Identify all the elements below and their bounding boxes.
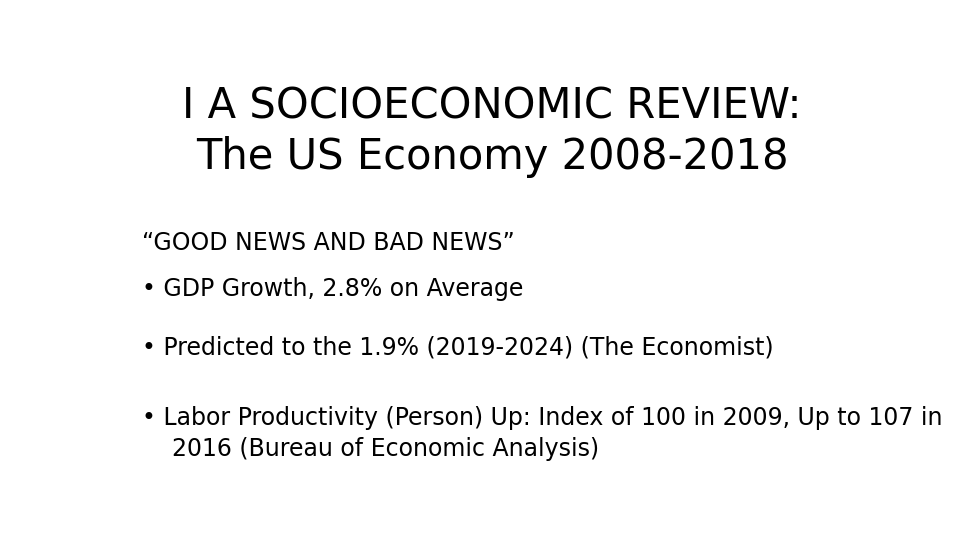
Text: • GDP Growth, 2.8% on Average: • GDP Growth, 2.8% on Average bbox=[142, 277, 524, 301]
Text: • Labor Productivity (Person) Up: Index of 100 in 2009, Up to 107 in
    2016 (B: • Labor Productivity (Person) Up: Index … bbox=[142, 406, 943, 461]
Text: • Predicted to the 1.9% (2019-2024) (The Economist): • Predicted to the 1.9% (2019-2024) (The… bbox=[142, 335, 774, 359]
Text: I A SOCIOECONOMIC REVIEW:
The US Economy 2008-2018: I A SOCIOECONOMIC REVIEW: The US Economy… bbox=[182, 85, 802, 178]
Text: “GOOD NEWS AND BAD NEWS”: “GOOD NEWS AND BAD NEWS” bbox=[142, 231, 516, 255]
